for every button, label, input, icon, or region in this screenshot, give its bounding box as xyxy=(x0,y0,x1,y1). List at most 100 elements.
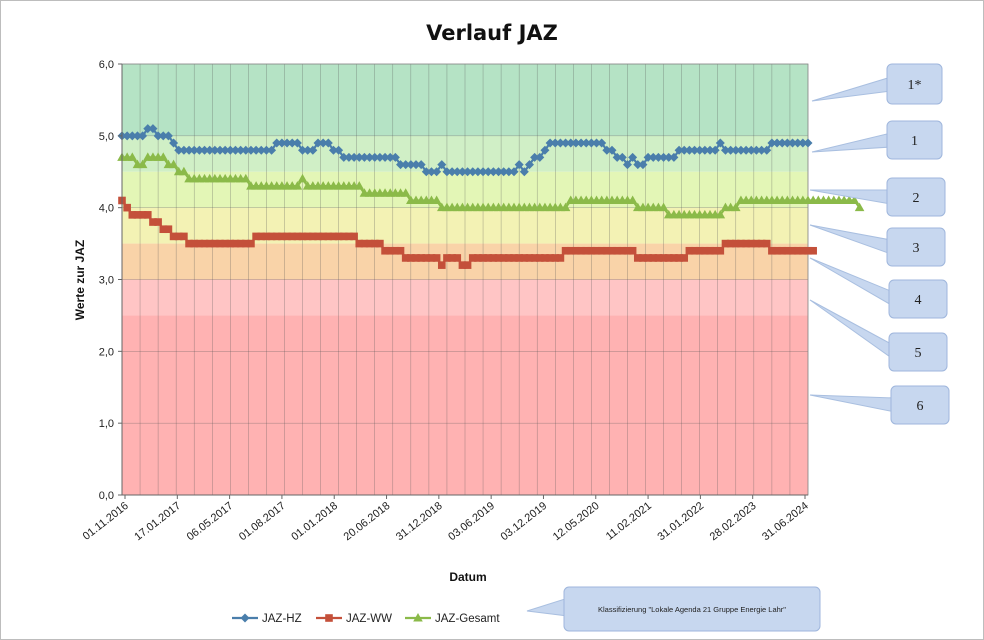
data-point-jaz-hz xyxy=(545,138,555,148)
data-point-jaz-hz xyxy=(488,167,498,177)
data-point-jaz-ww xyxy=(427,254,436,262)
data-point-jaz-hz xyxy=(679,145,689,155)
data-point-jaz-ww xyxy=(401,254,410,262)
data-point-jaz-ww xyxy=(680,254,689,262)
data-point-jaz-hz xyxy=(205,145,215,155)
callout-box xyxy=(886,120,943,160)
data-point-jaz-ww xyxy=(793,246,802,255)
data-point-jaz-hz xyxy=(659,152,669,162)
data-point-jaz-ww xyxy=(592,246,601,255)
data-point-jaz-hz xyxy=(509,167,519,177)
callout-label: 2 xyxy=(913,191,920,206)
data-point-jaz-gesamt xyxy=(137,159,148,169)
data-point-jaz-hz xyxy=(798,138,808,148)
data-point-jaz-hz xyxy=(690,145,700,155)
data-point-jaz-hz xyxy=(189,145,199,155)
data-point-jaz-ww xyxy=(257,232,266,241)
note-pointer xyxy=(526,597,569,617)
callout-band-1: 1 xyxy=(811,120,943,160)
data-point-jaz-hz xyxy=(772,138,782,148)
data-point-jaz-ww xyxy=(448,254,456,262)
data-point-jaz-hz xyxy=(617,152,627,162)
data-point-jaz-hz xyxy=(416,160,426,170)
data-point-jaz-gesamt xyxy=(854,202,865,212)
data-point-jaz-ww xyxy=(247,239,255,248)
data-point-jaz-hz xyxy=(194,145,204,155)
legend-item-jaz-gesamt: JAZ-Gesamt xyxy=(405,613,500,625)
data-point-jaz-ww xyxy=(659,254,668,262)
data-point-jaz-gesamt xyxy=(168,159,179,169)
callout-label: 1 xyxy=(911,134,918,149)
data-point-jaz-ww xyxy=(474,254,482,262)
data-point-jaz-hz xyxy=(803,138,813,148)
data-point-jaz-ww xyxy=(561,246,570,255)
data-point-jaz-ww xyxy=(731,239,740,248)
y-tick-label: 5,0 xyxy=(99,131,114,143)
data-point-jaz-hz xyxy=(251,145,261,155)
data-point-jaz-hz xyxy=(277,138,287,148)
data-point-jaz-hz xyxy=(292,138,302,148)
data-point-jaz-hz xyxy=(200,145,210,155)
data-point-jaz-gesamt xyxy=(560,202,571,212)
callout-label: 4 xyxy=(915,293,922,308)
data-point-jaz-hz xyxy=(313,138,323,148)
legend-item-jaz-ww: JAZ-WW xyxy=(316,613,392,625)
data-point-jaz-hz xyxy=(303,145,313,155)
data-point-jaz-hz xyxy=(354,152,364,162)
data-point-jaz-hz xyxy=(710,145,720,155)
data-point-jaz-ww xyxy=(309,232,317,241)
data-point-jaz-hz xyxy=(437,160,447,170)
data-point-jaz-ww xyxy=(690,246,699,255)
data-point-jaz-hz xyxy=(432,167,442,177)
data-point-jaz-hz xyxy=(540,145,550,155)
legend-swatch-marker xyxy=(413,613,423,622)
data-point-jaz-ww xyxy=(138,211,147,219)
data-point-jaz-hz xyxy=(447,167,457,177)
data-point-jaz-gesamt xyxy=(730,202,741,212)
data-point-jaz-hz xyxy=(684,145,694,155)
data-point-jaz-ww xyxy=(623,246,632,255)
data-point-jaz-ww xyxy=(762,239,771,248)
data-point-jaz-ww xyxy=(376,239,384,248)
data-point-jaz-hz xyxy=(566,138,576,148)
data-point-jaz-hz xyxy=(524,160,534,170)
data-point-jaz-hz xyxy=(643,152,653,162)
legend-label: JAZ-WW xyxy=(346,613,392,625)
x-tick-label: 11.02.2021 xyxy=(604,500,654,543)
data-point-jaz-gesamt xyxy=(127,152,138,161)
callout-band-6: 6 xyxy=(809,385,950,425)
data-point-jaz-hz xyxy=(298,145,308,155)
data-point-jaz-ww xyxy=(747,239,756,248)
legend: JAZ-HZ JAZ-WW JAZ-Gesamt xyxy=(232,613,500,625)
data-point-jaz-ww xyxy=(422,254,431,262)
data-point-jaz-ww xyxy=(768,246,776,255)
data-point-jaz-hz xyxy=(468,167,478,177)
data-point-jaz-ww xyxy=(706,246,714,255)
data-point-jaz-ww xyxy=(649,254,658,262)
legend-label: JAZ-HZ xyxy=(262,613,302,625)
data-series xyxy=(117,124,865,269)
data-point-jaz-gesamt xyxy=(158,152,169,161)
y-axis-label: Werte zur JAZ xyxy=(73,240,87,320)
data-point-jaz-hz xyxy=(746,145,756,155)
data-point-jaz-hz xyxy=(339,152,349,162)
data-point-jaz-ww xyxy=(701,246,709,255)
data-point-jaz-ww xyxy=(520,254,529,262)
data-point-jaz-ww xyxy=(159,225,168,234)
data-point-jaz-ww xyxy=(329,232,338,241)
data-point-jaz-gesamt xyxy=(400,188,411,197)
data-point-jaz-ww xyxy=(639,254,647,262)
data-point-jaz-ww xyxy=(417,254,425,262)
data-point-jaz-ww xyxy=(278,232,286,241)
data-point-jaz-hz xyxy=(401,160,411,170)
data-point-jaz-hz xyxy=(230,145,240,155)
data-point-jaz-ww xyxy=(799,246,807,255)
data-point-jaz-ww xyxy=(613,246,621,255)
data-point-jaz-ww xyxy=(288,232,297,241)
data-point-jaz-ww xyxy=(345,232,353,241)
data-point-jaz-hz xyxy=(220,145,230,155)
data-point-jaz-ww xyxy=(773,246,781,255)
data-point-jaz-ww xyxy=(726,239,735,248)
data-point-jaz-hz xyxy=(586,138,596,148)
data-point-jaz-ww xyxy=(757,239,766,248)
